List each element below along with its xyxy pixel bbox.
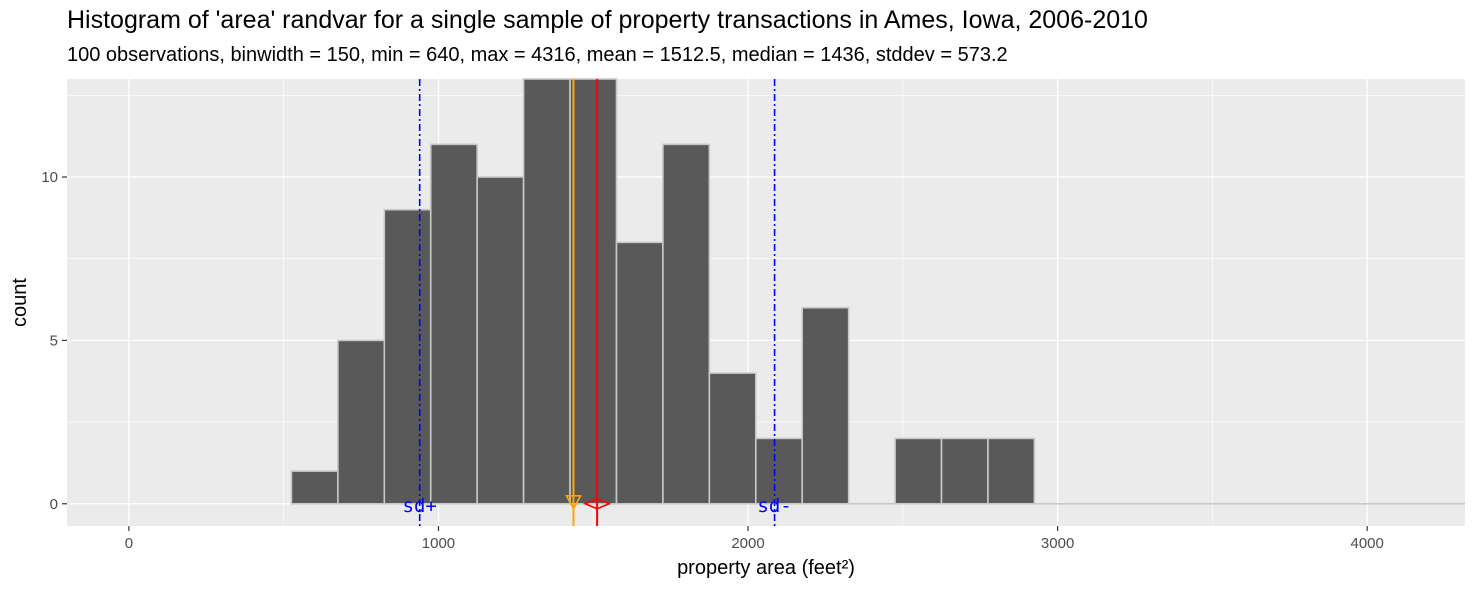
y-tick-label: 0 — [50, 496, 58, 513]
x-tick-label: 0 — [125, 535, 133, 552]
y-axis-title: count — [9, 278, 31, 327]
median-marker — [565, 494, 582, 511]
grid-minor — [67, 79, 1465, 526]
y-axis: 0 5 10 — [41, 169, 67, 513]
chart-title: Histogram of 'area' randvar for a single… — [67, 6, 1148, 34]
histogram-bar — [569, 78, 618, 505]
x-tick-label: 2000 — [731, 535, 764, 552]
histogram-bar — [476, 176, 525, 505]
histogram-bar — [894, 437, 943, 505]
histogram-bar — [290, 470, 339, 505]
reference-lines: sd+ sd- — [403, 79, 792, 526]
histogram-bar — [429, 143, 478, 505]
x-tick-label: 3000 — [1041, 535, 1074, 552]
x-tick-label: 1000 — [422, 535, 455, 552]
x-axis-title: property area (feet²) — [677, 557, 855, 579]
histogram-bar — [337, 339, 386, 505]
y-tick-label: 10 — [41, 169, 58, 186]
sd-plus-label: sd+ — [403, 495, 437, 517]
chart-subtitle: 100 observations, binwidth = 150, min = … — [67, 44, 1008, 66]
histogram-bar — [801, 306, 850, 505]
histogram-bar — [708, 372, 757, 505]
mean-marker — [583, 497, 612, 510]
histogram-bar — [383, 208, 432, 505]
histogram-bar — [522, 78, 571, 505]
y-tick-label: 5 — [50, 332, 58, 349]
histogram-bar — [940, 437, 989, 505]
histogram-bar — [615, 241, 664, 505]
x-axis: 0 1000 2000 3000 4000 — [125, 526, 1384, 552]
sd-minus-label: sd- — [757, 495, 791, 517]
x-tick-label: 4000 — [1350, 535, 1383, 552]
histogram-bar — [754, 437, 804, 505]
histogram-bar — [662, 143, 711, 505]
histogram-bars — [290, 78, 1465, 505]
histogram-bar — [987, 437, 1036, 505]
